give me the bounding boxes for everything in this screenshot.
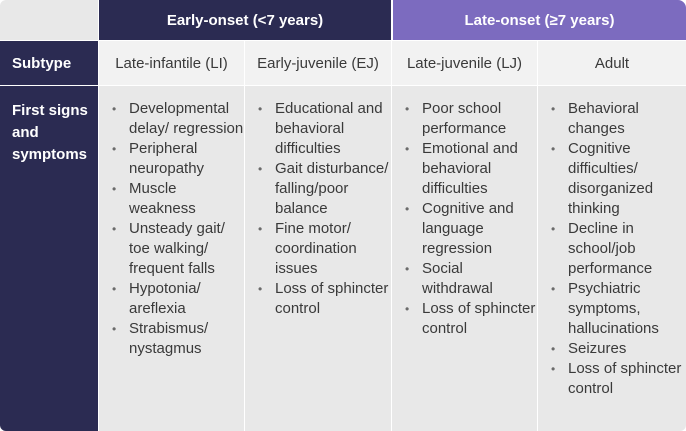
list-item: Muscle weakness xyxy=(112,179,244,219)
late-onset-header: Late-onset (≥7 years) xyxy=(391,0,686,40)
list-item: Cognitive difficulties/ disorganized thi… xyxy=(551,139,686,219)
subtype-adult: Adult xyxy=(537,40,686,85)
list-item: Loss of sphincter control xyxy=(405,299,537,339)
symptoms-late-juvenile: Poor school performance Emotional and be… xyxy=(391,85,537,431)
subtype-row-header: Subtype xyxy=(0,40,98,85)
list-item: Strabismus/ nystagmus xyxy=(112,319,244,359)
list-item: Unsteady gait/ toe walking/ frequent fal… xyxy=(112,219,244,279)
subtype-late-juvenile: Late-juvenile (LJ) xyxy=(391,40,537,85)
list-item: Educational and behavioral difficulties xyxy=(258,99,391,159)
list-item: Decline in school/job performance xyxy=(551,219,686,279)
symptoms-late-infantile: Developmental delay/ regression Peripher… xyxy=(98,85,244,431)
list-item: Developmental delay/ regression xyxy=(112,99,244,139)
subtype-late-infantile: Late-infantile (LI) xyxy=(98,40,244,85)
list-item: Social withdrawal xyxy=(405,259,537,299)
list-item: Fine motor/ coordination issues xyxy=(258,219,391,279)
subtype-early-juvenile: Early-juvenile (EJ) xyxy=(244,40,391,85)
early-onset-header: Early-onset (<7 years) xyxy=(98,0,391,40)
list-item: Psychiatric symptoms, hallucinations xyxy=(551,279,686,339)
list-item: Loss of sphincter control xyxy=(551,359,686,399)
symptoms-early-juvenile: Educational and behavioral difficulties … xyxy=(244,85,391,431)
list-item: Hypotonia/ areflexia xyxy=(112,279,244,319)
symptoms-adult: Behavioral changes Cognitive difficultie… xyxy=(537,85,686,431)
table-corner xyxy=(0,0,98,40)
list-item: Poor school performance xyxy=(405,99,537,139)
list-item: Gait disturbance/ falling/poor balance xyxy=(258,159,391,219)
signs-row-header: First signs and symptoms xyxy=(0,85,98,431)
list-item: Seizures xyxy=(551,339,686,359)
list-item: Loss of sphincter control xyxy=(258,279,391,319)
list-item: Emotional and behavioral difficulties xyxy=(405,139,537,199)
list-item: Cognitive and language regression xyxy=(405,199,537,259)
list-item: Behavioral changes xyxy=(551,99,686,139)
list-item: Peripheral neuropathy xyxy=(112,139,244,179)
